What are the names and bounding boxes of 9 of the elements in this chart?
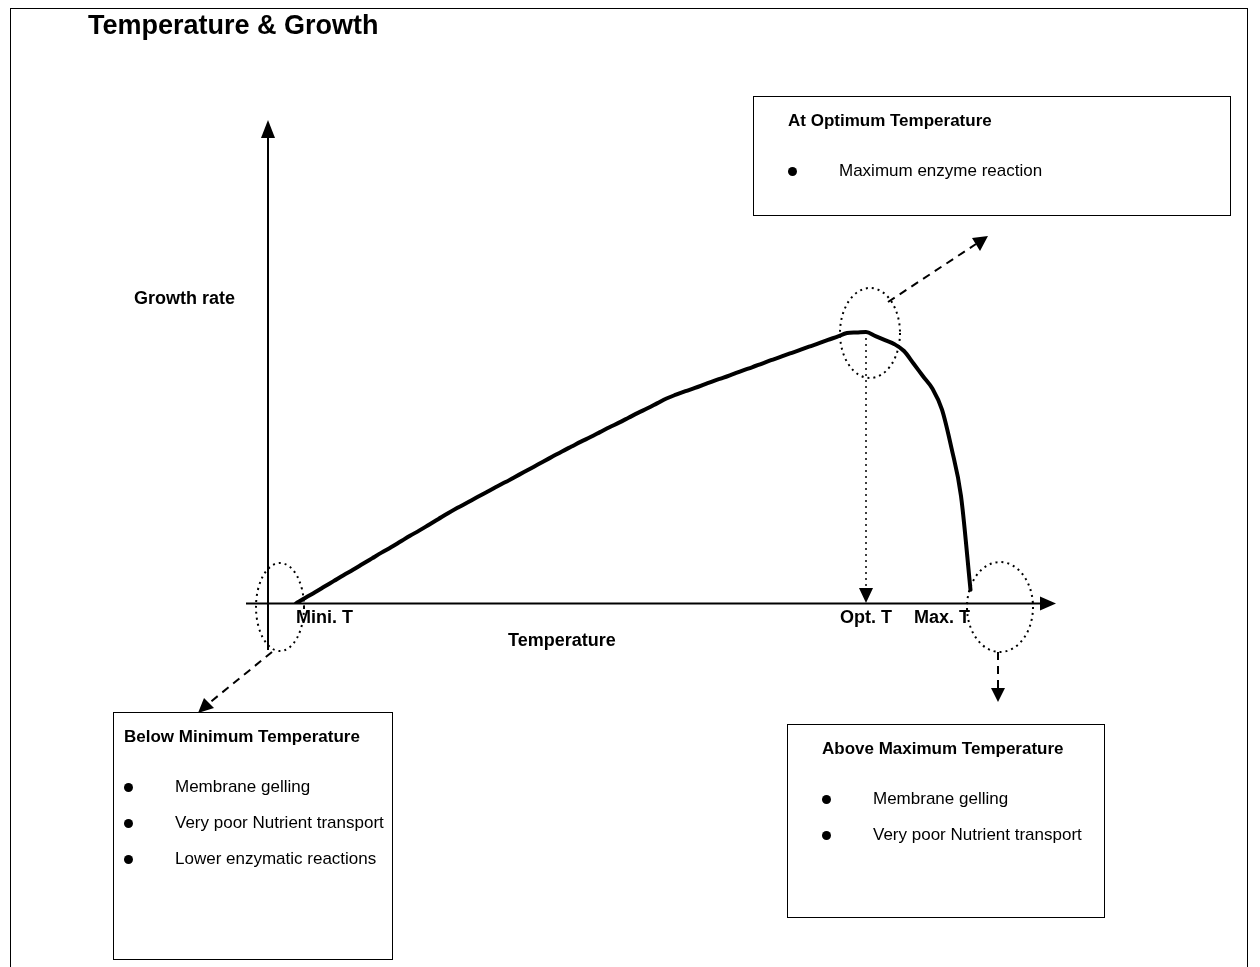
text: Above Maximum Temperature Membrane gelling Very poor Nutrient transport [822,739,1082,844]
text: At Optimum Temperature Maximum enzyme reaction [788,111,1043,180]
x-tick-label: Max. T [913,607,971,628]
x-axis-title: Temperature [508,630,616,651]
chart-title: Temperature & Growth [88,10,379,41]
x-tick-label: Opt. T [840,607,892,628]
text: Below Minimum Temperature Membrane gelling Very poor Nutrient transport Lower enzymatic reactions [124,727,384,868]
y-axis-title: Growth rate [134,288,236,309]
x-tick-label: Mini. T [296,607,353,628]
